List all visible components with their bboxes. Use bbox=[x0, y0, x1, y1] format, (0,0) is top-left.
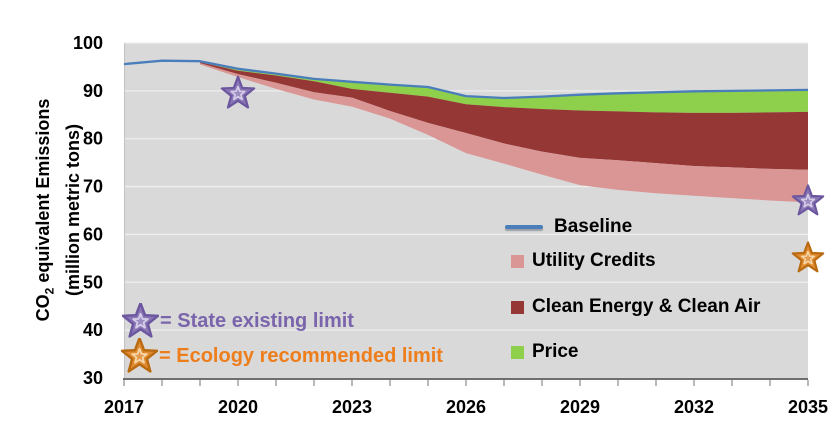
utility-credits-swatch bbox=[511, 254, 524, 268]
legend-item-clean-energy: Clean Energy & Clean Air bbox=[511, 296, 761, 317]
purple-star-marker-inner bbox=[800, 193, 816, 208]
area-price bbox=[200, 61, 808, 113]
y-tick-label: 40 bbox=[83, 320, 103, 340]
orange-star-icon bbox=[121, 337, 158, 375]
y-tick-label: 90 bbox=[83, 81, 103, 101]
price-swatch bbox=[511, 345, 524, 359]
orange-star-marker-inner bbox=[800, 250, 816, 265]
legend-label-price: Price bbox=[532, 341, 579, 362]
x-tick-label: 2026 bbox=[446, 397, 486, 417]
legend-item-price: Price bbox=[511, 341, 579, 362]
area-clean-energy-clean-air bbox=[200, 62, 808, 170]
purple-star-marker-inner bbox=[230, 85, 246, 101]
legend-item-utility-credits: Utility Credits bbox=[511, 250, 656, 271]
annotation-text-state-limit: = State existing limit bbox=[160, 309, 354, 332]
y-tick-label: 50 bbox=[83, 272, 103, 292]
legend-label-baseline: Baseline bbox=[554, 216, 633, 237]
x-tick-label: 2017 bbox=[104, 397, 144, 417]
baseline-line-swatch bbox=[505, 225, 543, 229]
annotation-state-existing-limit: = State existing limit bbox=[122, 302, 354, 340]
legend-item-baseline: Baseline bbox=[505, 216, 633, 237]
x-tick-label: 2023 bbox=[332, 397, 372, 417]
baseline-line bbox=[123, 59, 809, 100]
annotation-text-ecology-limit: = Ecology recommended limit bbox=[159, 344, 443, 367]
annotation-ecology-recommended-limit: = Ecology recommended limit bbox=[121, 337, 443, 375]
y-axis-title: CO2 equivalent Emissions (million metric… bbox=[32, 20, 83, 400]
y-tick-label: 70 bbox=[83, 177, 103, 197]
y-tick-label: 80 bbox=[83, 129, 103, 149]
y-tick-label: 60 bbox=[83, 224, 103, 244]
y-axis-title-line1: CO2 equivalent Emissions bbox=[33, 98, 57, 322]
x-tick-label: 2020 bbox=[218, 397, 258, 417]
x-tick-label: 2035 bbox=[788, 397, 828, 417]
x-tick-label: 2029 bbox=[560, 397, 600, 417]
area-utility-credits bbox=[200, 63, 808, 203]
y-tick-label: 30 bbox=[83, 368, 103, 388]
legend-label-utility-credits: Utility Credits bbox=[532, 250, 656, 271]
clean-energy-swatch bbox=[511, 300, 524, 314]
y-tick-label: 100 bbox=[73, 33, 103, 53]
x-tick-label: 2032 bbox=[674, 397, 714, 417]
y-axis-title-line2: (million metric tons) bbox=[62, 124, 83, 297]
legend-label-clean-energy: Clean Energy & Clean Air bbox=[532, 296, 761, 317]
purple-star-icon bbox=[122, 302, 159, 340]
